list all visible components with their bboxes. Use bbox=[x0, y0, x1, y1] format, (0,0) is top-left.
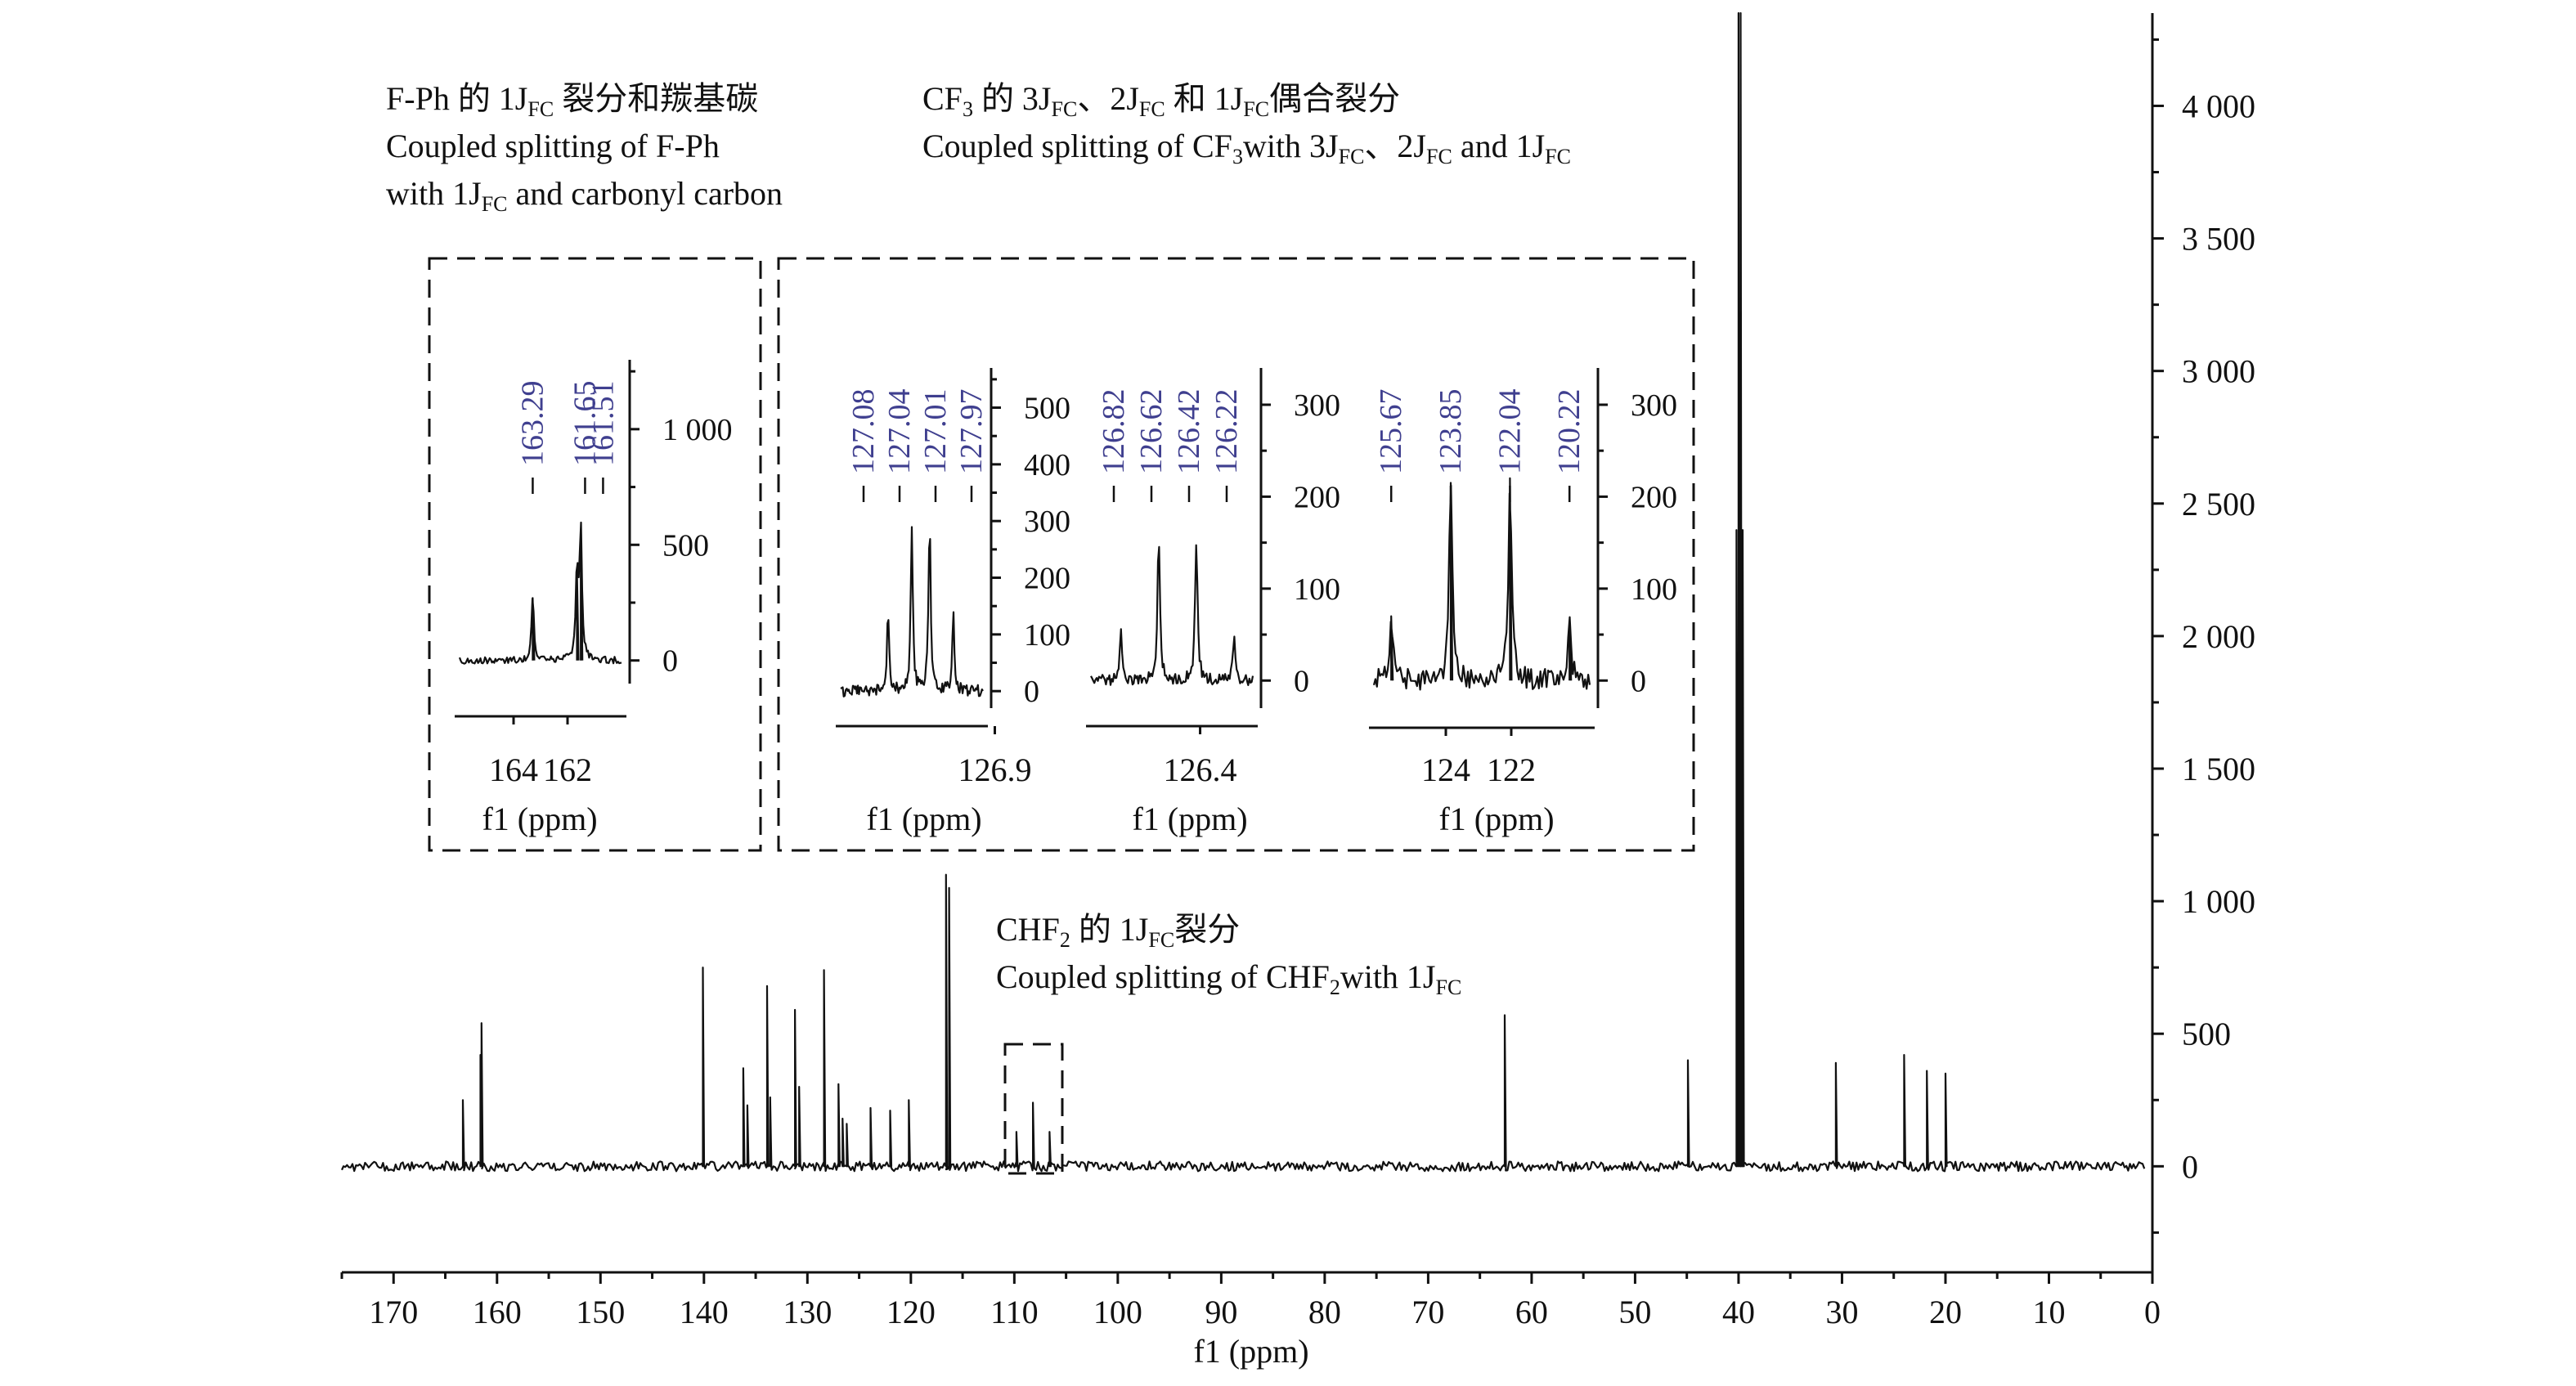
inset-peak-label-0-0: 163.29 bbox=[515, 381, 550, 467]
inset-peak-label-2-1: 126.62 bbox=[1134, 389, 1169, 475]
y-axis-ticks: 0 500 1 000 1 500 2 000 2 500 3 000 3 500 4 000 bbox=[2152, 38, 2255, 1234]
inset-x-label-2: f1 (ppm) bbox=[1132, 801, 1247, 837]
x-tick-label-11: 60 bbox=[1515, 1294, 1548, 1330]
inset-peak-label-3-3: 120.22 bbox=[1552, 389, 1586, 475]
inset-frame-fph bbox=[428, 257, 762, 852]
x-tick-label-9: 80 bbox=[1308, 1294, 1341, 1330]
main-spectrum-trace bbox=[340, 11, 2146, 1173]
inset-y-tick-label-1-5: 500 bbox=[1024, 392, 1070, 426]
x-tick-label-16: 10 bbox=[2032, 1294, 2065, 1330]
x-tick-label-1: 160 bbox=[473, 1294, 522, 1330]
inset-y-tick-label-1-2: 200 bbox=[1024, 562, 1070, 596]
annotation-chf2: CHF2 的 1JFC裂分 Coupled splitting of CHF2w… bbox=[996, 911, 1461, 1175]
fph-label-en1: Coupled splitting of F-Ph bbox=[386, 128, 720, 164]
x-tick-label-4: 130 bbox=[783, 1294, 832, 1330]
inset-peak-label-1-1: 127.04 bbox=[882, 389, 917, 475]
annotation-fph: F-Ph 的 1JFC 裂分和羰基碳 Coupled splitting of … bbox=[386, 80, 783, 216]
inset-x-tick-label-0-0: 164 bbox=[489, 751, 538, 788]
inset-peak-label-2-2: 126.42 bbox=[1172, 389, 1206, 475]
inset-x-label-3: f1 (ppm) bbox=[1438, 801, 1554, 837]
inset-peak-label-2-3: 126.22 bbox=[1209, 389, 1244, 475]
y-tick-label-0: 0 bbox=[2182, 1148, 2198, 1185]
x-tick-label-2: 150 bbox=[576, 1294, 625, 1330]
inset-peak-label-0-1: 161.65 bbox=[568, 381, 602, 467]
inset-y-tick-label-1-0: 0 bbox=[1024, 675, 1039, 709]
inset-panel-0: 0 500 1 000 164 162 f1 (ppm) 163.29 161.65161.5… bbox=[455, 360, 733, 837]
inset-peak-label-0-2: 161.51 bbox=[586, 381, 620, 467]
inset-peak-label-1-2: 127.01 bbox=[918, 389, 953, 475]
inset-x-tick-label-1-0: 126.9 bbox=[958, 751, 1032, 788]
y-tick-label-6: 3 000 bbox=[2182, 353, 2255, 390]
inset-y-tick-label-2-2: 200 bbox=[1294, 480, 1340, 514]
y-tick-label-4: 2 000 bbox=[2182, 618, 2255, 655]
inset-peak-label-3-2: 122.04 bbox=[1492, 389, 1527, 475]
annotation-cf3: CF3 的 3JFC、2JFC 和 1JFC偶合裂分 Coupled split… bbox=[922, 80, 1571, 168]
x-tick-label-13: 40 bbox=[1722, 1294, 1755, 1330]
inset-x-tick-label-3-0: 124 bbox=[1421, 751, 1470, 788]
inset-frame-cf3 bbox=[777, 257, 1695, 852]
inset-y-tick-label-3-3: 300 bbox=[1631, 388, 1677, 423]
x-tick-label-3: 140 bbox=[680, 1294, 729, 1330]
inset-y-tick-label-1-4: 400 bbox=[1024, 448, 1070, 482]
x-tick-label-8: 90 bbox=[1205, 1294, 1237, 1330]
fph-label-en2: with 1JFC and carbonyl carbon bbox=[386, 175, 783, 216]
inset-x-tick-label-0-1: 162 bbox=[543, 751, 592, 788]
chf2-highlight-box bbox=[1003, 1043, 1064, 1175]
inset-x-label-1: f1 (ppm) bbox=[866, 801, 981, 837]
inset-panel-3: 0 100 200 300 124 122 f1 (ppm) 125.67 123.85 122.… bbox=[1369, 368, 1677, 837]
x-tick-label-7: 100 bbox=[1093, 1294, 1142, 1330]
inset-trace-0 bbox=[458, 521, 622, 665]
fph-label-cn: F-Ph 的 1JFC 裂分和羰基碳 bbox=[386, 80, 758, 121]
x-tick-label-10: 70 bbox=[1411, 1294, 1444, 1330]
inset-y-tick-label-0-1: 500 bbox=[662, 528, 709, 563]
inset-peak-label-3-0: 125.67 bbox=[1374, 389, 1408, 475]
inset-panels: 0 500 1 000 164 162 f1 (ppm) 163.29 161.65161.5… bbox=[455, 360, 1677, 837]
inset-peak-label-1-0: 127.08 bbox=[846, 389, 881, 475]
inset-x-tick-label-3-1: 122 bbox=[1487, 751, 1536, 788]
inset-x-tick-label-2-0: 126.4 bbox=[1164, 751, 1237, 788]
inset-panel-2: 0 100 200 300 126.4 f1 (ppm) 126.82 126.62 126.4… bbox=[1086, 368, 1340, 837]
inset-y-tick-label-0-0: 0 bbox=[662, 644, 678, 679]
inset-peak-label-1-3: 127.97 bbox=[954, 389, 989, 475]
inset-y-tick-label-3-0: 0 bbox=[1631, 664, 1646, 698]
x-tick-label-5: 120 bbox=[886, 1294, 936, 1330]
inset-trace-2 bbox=[1090, 544, 1254, 686]
x-axis-label: f1 (ppm) bbox=[1193, 1333, 1308, 1370]
y-tick-label-8: 4 000 bbox=[2182, 87, 2255, 124]
inset-y-tick-label-1-1: 100 bbox=[1024, 618, 1070, 653]
y-tick-label-3: 1 500 bbox=[2182, 751, 2255, 787]
inset-peak-label-2-0: 126.82 bbox=[1097, 389, 1131, 475]
x-tick-label-17: 0 bbox=[2144, 1294, 2161, 1330]
chf2-label-en: Coupled splitting of CHF2with 1JFC bbox=[996, 958, 1461, 999]
inset-y-tick-label-2-0: 0 bbox=[1294, 664, 1309, 698]
y-tick-label-2: 1 000 bbox=[2182, 883, 2255, 920]
x-tick-label-12: 50 bbox=[1618, 1294, 1651, 1330]
inset-y-tick-label-3-2: 200 bbox=[1631, 480, 1677, 514]
x-axis-ticks: 170 160 150 140 130 120 110 100 90 80 70 60 50 40 30 20… bbox=[340, 1272, 2161, 1330]
inset-trace-3 bbox=[1372, 477, 1591, 691]
cf3-label-en: Coupled splitting of CF3with 3JFC、2JFC a… bbox=[922, 128, 1571, 168]
x-tick-label-6: 110 bbox=[990, 1294, 1039, 1330]
y-tick-label-5: 2 500 bbox=[2182, 486, 2255, 523]
x-tick-label-15: 20 bbox=[1929, 1294, 1962, 1330]
inset-y-tick-label-2-3: 300 bbox=[1294, 388, 1340, 423]
inset-y-tick-label-1-3: 300 bbox=[1024, 505, 1070, 539]
chf2-label-cn: CHF2 的 1JFC裂分 bbox=[996, 911, 1240, 952]
inset-y-tick-label-0-2: 1 000 bbox=[662, 413, 733, 447]
y-tick-label-1: 500 bbox=[2182, 1016, 2231, 1052]
x-tick-label-14: 30 bbox=[1825, 1294, 1858, 1330]
inset-trace-1 bbox=[840, 526, 984, 697]
x-tick-label-0: 170 bbox=[369, 1294, 418, 1330]
cf3-label-cn: CF3 的 3JFC、2JFC 和 1JFC偶合裂分 bbox=[922, 80, 1400, 121]
inset-y-tick-label-2-1: 100 bbox=[1294, 572, 1340, 607]
main-plot: 170 160 150 140 130 120 110 100 90 80 70 60 50 40 30 20… bbox=[340, 11, 2255, 1370]
y-tick-label-7: 3 500 bbox=[2182, 221, 2255, 258]
inset-y-tick-label-3-1: 100 bbox=[1631, 572, 1677, 607]
inset-peak-label-3-1: 123.85 bbox=[1434, 389, 1468, 475]
inset-x-label-0: f1 (ppm) bbox=[482, 801, 597, 837]
